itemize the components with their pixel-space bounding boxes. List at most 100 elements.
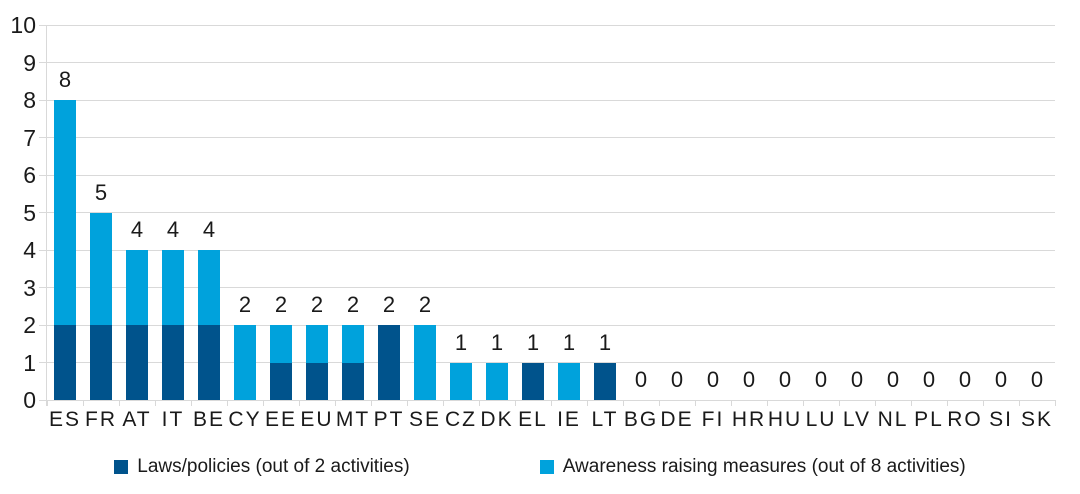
bar-segment-awareness-measures [306,325,328,363]
x-axis-label-el: EL [518,408,548,431]
x-axis-tick [874,400,876,406]
x-axis-label-nl: NL [877,408,909,431]
bar-column-ee [263,25,299,400]
bar-column-at [119,25,155,400]
bar-value-label: 4 [202,217,216,242]
x-axis-label-ro: RO [947,408,983,431]
x-axis-tick [190,400,192,406]
bar-segment-laws-policies [306,362,328,400]
x-axis-tick [262,400,264,406]
x-axis-tick [622,400,624,406]
gridline [39,399,1055,401]
x-axis-tick [442,400,444,406]
bar-value-label: 0 [742,367,756,392]
bar-segment-awareness-measures [126,250,148,325]
y-axis-tick-label: 6 [23,162,36,188]
x-axis-label-dk: DK [480,408,514,431]
bar-segment-awareness-measures [414,325,436,400]
bar-value-label: 2 [418,292,432,317]
x-axis-label-at: AT [122,408,152,431]
bar-column-fr [83,25,119,400]
bar-segment-awareness-measures [450,362,472,400]
x-axis-label-se: SE [408,408,441,431]
bar-value-label: 0 [994,367,1008,392]
bar-value-label: 0 [814,367,828,392]
bar-value-label: 1 [598,329,612,355]
bar-segment-awareness-measures [162,250,184,325]
gridline [39,24,1055,26]
bar-segment-laws-policies [270,362,292,400]
bar-segment-laws-policies [594,362,616,400]
y-axis-tick-label: 1 [23,349,36,376]
x-axis-label-ie: IE [557,408,581,431]
x-axis-tick [550,400,552,406]
bar-column-nl [875,25,911,400]
x-axis-tick [586,400,588,406]
x-axis-tick [946,400,948,406]
x-axis-tick [226,400,228,406]
legend-label: Awareness raising measures (out of 8 act… [562,456,966,477]
bar-value-label: 0 [1030,367,1044,392]
x-axis-tick [118,400,120,406]
bar-value-label: 0 [670,367,684,392]
bar-segment-laws-policies [198,325,220,400]
gridline [39,324,1055,326]
x-axis-tick [406,400,408,406]
bar-value-label: 2 [382,292,396,317]
bar-column-pt [371,25,407,400]
x-axis-label-es: ES [48,408,81,431]
bar-column-hu [767,25,803,400]
chart-legend: Laws/policies (out of 2 activities) Awar… [0,456,1080,478]
bar-column-pl [911,25,947,400]
gridline [39,287,1055,288]
x-axis-tick [694,400,696,406]
y-axis-line [46,25,47,406]
x-axis-label-be: BE [192,408,225,431]
x-axis-label-de: DE [660,408,694,431]
x-axis-label-sk: SK [1020,408,1053,431]
bar-column-bg [623,25,659,400]
x-axis-tick [802,400,804,406]
x-axis-label-cz: CZ [445,408,477,431]
bar-column-de [659,25,695,400]
y-axis-tick-label: 3 [23,274,36,301]
bar-column-it [155,25,191,400]
bar-column-eu [299,25,335,400]
y-axis-tick-label: 8 [23,87,36,113]
x-axis-label-it: IT [161,408,185,431]
bar-segment-laws-policies [342,362,364,400]
x-axis-tick [910,400,912,406]
x-axis-label-eu: EU [300,408,334,431]
x-axis-label-fi: FI [701,408,725,431]
bar-column-ie [551,25,587,400]
gridline [39,62,1055,63]
bar-value-label: 0 [850,367,864,392]
bar-segment-awareness-measures [54,100,76,325]
bar-value-label: 2 [274,292,288,317]
bar-segment-awareness-measures [558,362,580,400]
gridline [39,174,1055,176]
gridline [39,249,1055,251]
bar-segment-awareness-measures [90,212,112,325]
x-axis-label-pl: PL [914,408,944,431]
bar-column-ro [947,25,983,400]
bar-value-label: 0 [778,367,792,392]
gridline [39,212,1055,213]
bar-value-label: 2 [310,292,324,317]
bar-column-mt [335,25,371,400]
bar-value-label: 0 [922,367,936,392]
bar-column-hr [731,25,767,400]
x-axis-tick [370,400,372,406]
x-axis-tick [658,400,660,406]
x-axis-label-pt: PT [373,408,405,431]
bar-value-label: 5 [94,179,108,205]
bar-segment-laws-policies [90,325,112,400]
legend-label: Laws/policies (out of 2 activities) [137,456,410,477]
bar-segment-laws-policies [54,325,76,400]
bar-value-label: 1 [526,329,540,355]
y-axis-tick-label: 7 [23,124,36,151]
bar-column-lu [803,25,839,400]
x-axis-label-cy: CY [228,408,262,431]
y-axis-tick-label: 9 [23,49,36,76]
bar-segment-laws-policies [522,362,544,400]
